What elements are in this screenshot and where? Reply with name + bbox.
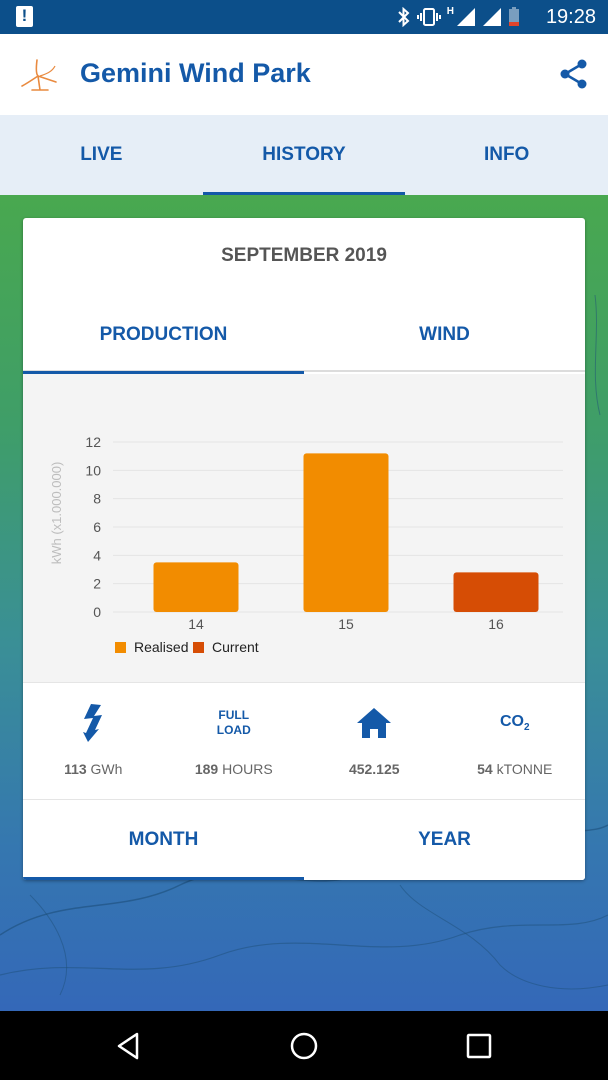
bar-15 bbox=[303, 453, 389, 612]
chart-type-tabs: PRODUCTION WIND bbox=[23, 298, 585, 374]
x-tick-label: 16 bbox=[488, 616, 504, 632]
y-axis-label: kWh (x1.000.000) bbox=[49, 462, 64, 565]
app-title: Gemini Wind Park bbox=[80, 58, 311, 88]
home-icon[interactable] bbox=[289, 1031, 319, 1061]
legend-swatch-realised bbox=[115, 642, 126, 653]
bar-14 bbox=[153, 562, 239, 612]
signal-icon bbox=[457, 8, 475, 26]
x-tick-label: 14 bbox=[188, 616, 204, 632]
signal-icon-2 bbox=[483, 8, 501, 26]
tab-history[interactable]: HISTORY bbox=[202, 115, 406, 195]
tab-production[interactable]: PRODUCTION bbox=[23, 298, 304, 374]
co2-subscript: 2 bbox=[523, 722, 530, 734]
stat-co2-value: 54 bbox=[477, 761, 493, 777]
stat-co2: CO2 54 kTONNE bbox=[445, 683, 586, 801]
y-tick-label: 12 bbox=[85, 434, 101, 450]
full-load-icon: FULL LOAD bbox=[164, 703, 305, 743]
co2-text: CO bbox=[499, 712, 524, 730]
network-type-label: H bbox=[446, 6, 454, 17]
lightning-icon bbox=[83, 704, 103, 742]
stat-full-load: FULL LOAD 189 HOURS bbox=[164, 683, 305, 801]
history-card: SEPTEMBER 2019 PRODUCTION WIND 0 2 4 6 8 10 12… bbox=[23, 218, 585, 880]
y-tick-label: 4 bbox=[93, 547, 101, 563]
bluetooth-icon bbox=[398, 7, 410, 27]
stat-full-load-value: 189 bbox=[194, 761, 219, 777]
stat-households-value: 452.125 bbox=[348, 761, 400, 777]
stat-co2-unit: kTONNE bbox=[492, 761, 553, 777]
chart-svg: 0 2 4 6 8 10 12 kWh (x1.000.000) 14 15 16 Realised C… bbox=[49, 434, 563, 655]
period-tabs: MONTH YEAR bbox=[23, 800, 585, 880]
clock: 19:28 bbox=[545, 6, 596, 28]
back-icon[interactable] bbox=[114, 1031, 144, 1061]
full-load-line-1: FULL bbox=[218, 708, 250, 722]
house-icon bbox=[357, 708, 392, 738]
stat-full-load-unit: HOURS bbox=[218, 761, 273, 777]
tab-live[interactable]: LIVE bbox=[80, 144, 123, 165]
stat-households: 452.125 bbox=[304, 683, 445, 801]
stat-production: 113 GWh bbox=[23, 683, 164, 801]
status-bar: H 19:28 bbox=[0, 0, 608, 34]
y-tick-label: 10 bbox=[85, 462, 101, 478]
status-icons: H bbox=[397, 6, 520, 28]
wind-turbine-logo-icon bbox=[21, 59, 57, 91]
legend-label-realised: Realised bbox=[134, 639, 188, 655]
bar-16 bbox=[453, 572, 539, 612]
stat-production-unit: GWh bbox=[86, 761, 123, 777]
y-tick-label: 8 bbox=[93, 491, 101, 507]
co2-icon: CO2 bbox=[445, 703, 586, 743]
full-load-line-2: LOAD bbox=[216, 723, 251, 737]
alert-icon bbox=[16, 6, 33, 27]
navigation-bar bbox=[0, 1011, 608, 1080]
app-bar: Gemini Wind Park bbox=[0, 34, 608, 115]
main-tabs: LIVE HISTORY INFO bbox=[0, 115, 608, 195]
tab-wind[interactable]: WIND bbox=[419, 324, 470, 345]
stat-production-value: 113 bbox=[64, 761, 87, 777]
legend-label-current: Current bbox=[212, 639, 259, 655]
y-tick-label: 6 bbox=[93, 519, 101, 535]
tab-month[interactable]: MONTH bbox=[23, 800, 304, 880]
share-icon[interactable] bbox=[558, 58, 590, 90]
tab-info[interactable]: INFO bbox=[483, 144, 530, 165]
battery-icon bbox=[509, 7, 519, 26]
recents-icon[interactable] bbox=[464, 1031, 494, 1061]
y-tick-label: 0 bbox=[93, 604, 101, 620]
period-title: SEPTEMBER 2019 bbox=[221, 245, 387, 266]
y-tick-label: 2 bbox=[93, 576, 101, 592]
vibrate-icon bbox=[416, 8, 441, 26]
tab-year[interactable]: YEAR bbox=[304, 800, 585, 880]
x-tick-label: 15 bbox=[338, 616, 354, 632]
legend-swatch-current bbox=[193, 642, 204, 653]
stats-row: 113 GWh FULL LOAD 189 HOURS 452.125 CO2 5… bbox=[23, 682, 585, 800]
production-chart: 0 2 4 6 8 10 12 kWh (x1.000.000) 14 15 16 Realised C… bbox=[23, 374, 585, 682]
